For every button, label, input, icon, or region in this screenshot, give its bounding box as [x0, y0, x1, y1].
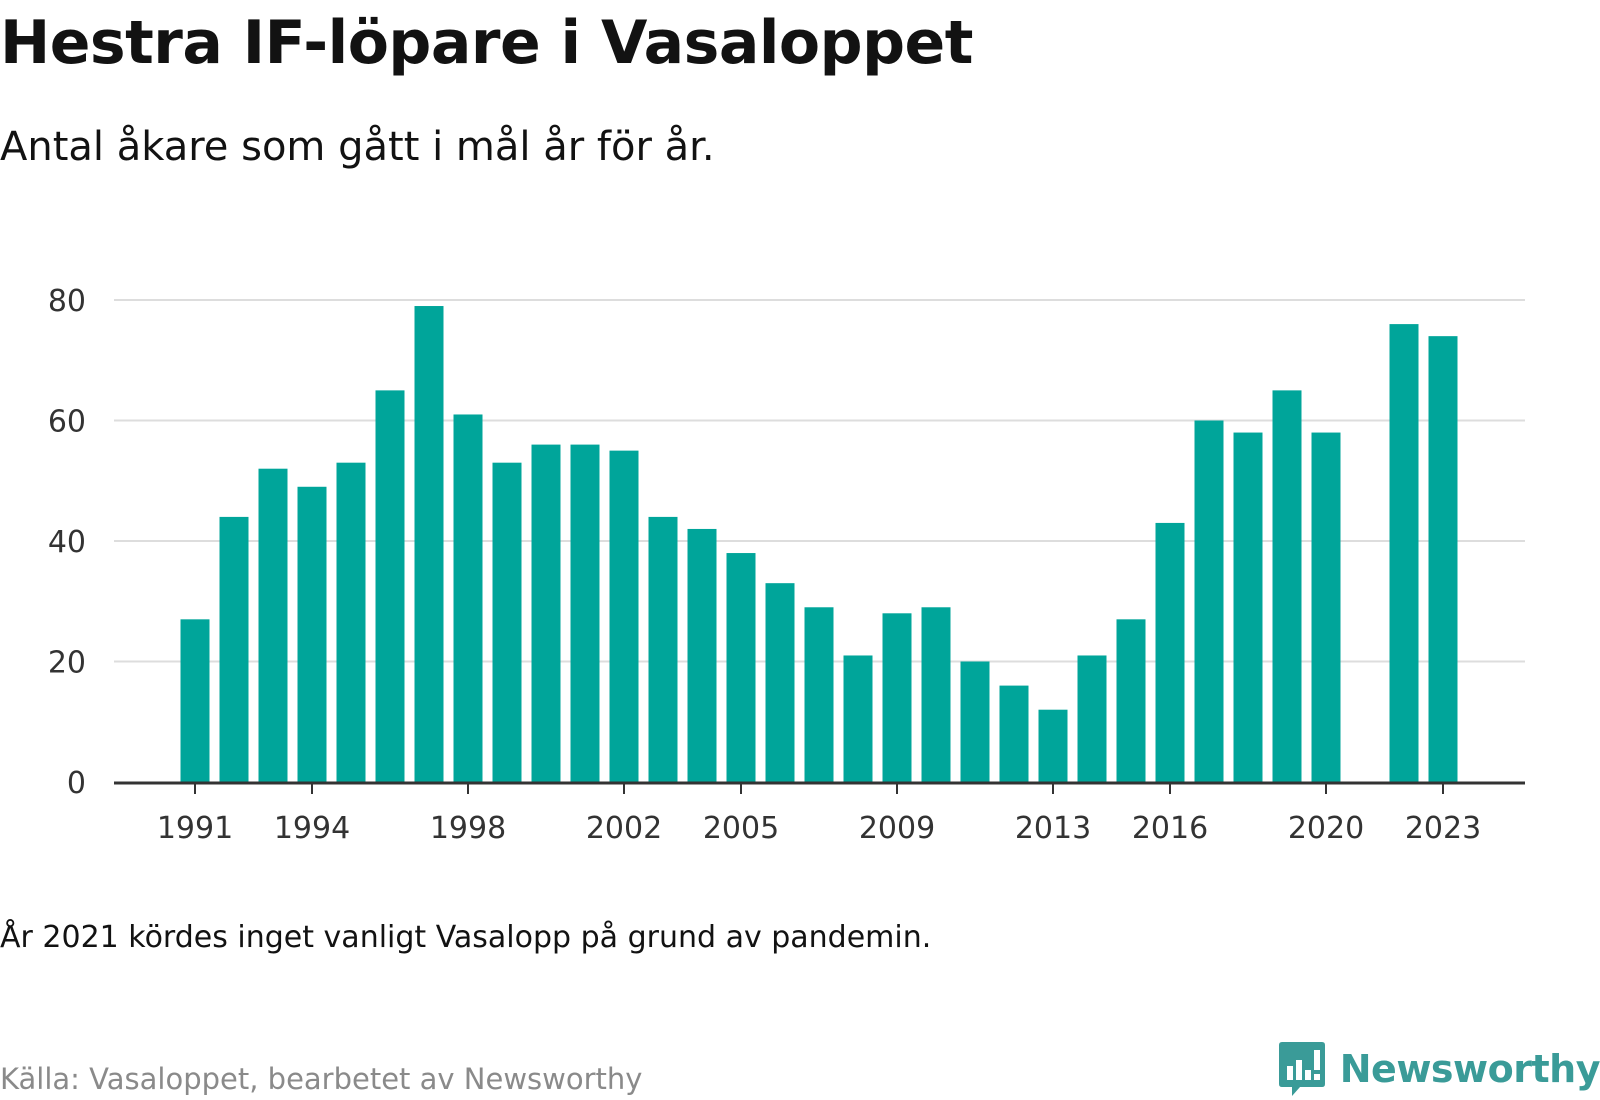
bar-2013 — [1038, 709, 1068, 782]
x-tick-label: 2013 — [1015, 811, 1091, 846]
chart-title: Hestra IF-löpare i Vasaloppet — [0, 8, 973, 78]
bars — [180, 306, 1458, 782]
bar-1997 — [414, 306, 444, 782]
bar-2014 — [1077, 655, 1107, 782]
bar-2005 — [726, 553, 756, 782]
bar-2006 — [765, 583, 795, 782]
bar-1996 — [375, 390, 405, 782]
bar-2017 — [1194, 420, 1224, 782]
bar-2007 — [804, 607, 834, 782]
bar-2002 — [609, 450, 639, 782]
bar-2020 — [1311, 432, 1341, 782]
bar-2023 — [1428, 336, 1458, 782]
y-tick-label: 20 — [48, 646, 86, 681]
source-credit: Källa: Vasaloppet, bearbetet av Newswort… — [0, 1062, 643, 1096]
bar-2004 — [687, 528, 717, 782]
chart-note: År 2021 kördes inget vanligt Vasalopp på… — [0, 920, 932, 955]
bar-2001 — [570, 444, 600, 782]
bar-1999 — [492, 462, 522, 782]
bar-2009 — [882, 613, 912, 782]
chart-subtitle: Antal åkare som gått i mål år för år. — [0, 124, 715, 170]
x-tick-label: 2016 — [1132, 811, 1208, 846]
bar-1994 — [297, 486, 327, 782]
bar-1992 — [219, 516, 249, 782]
bar-1993 — [258, 468, 288, 782]
x-tick-label: 2023 — [1405, 811, 1481, 846]
x-tick-label: 2005 — [703, 811, 779, 846]
bar-1998 — [453, 414, 483, 782]
newsworthy-logo-icon — [1278, 1042, 1325, 1096]
bar-1995 — [336, 462, 366, 782]
x-tick-label: 2020 — [1288, 811, 1364, 846]
bar-2015 — [1116, 619, 1146, 782]
y-tick-label: 80 — [48, 284, 86, 319]
bar-2000 — [531, 444, 561, 782]
y-tick-label: 60 — [48, 405, 86, 440]
bar-2011 — [960, 661, 990, 782]
bar-2018 — [1233, 432, 1263, 782]
x-tick-label: 2009 — [859, 811, 935, 846]
bar-2022 — [1389, 324, 1419, 782]
x-tick-label: 1998 — [430, 811, 506, 846]
bar-2008 — [843, 655, 873, 782]
brand-name: Newsworthy — [1339, 1047, 1600, 1091]
y-tick-label: 0 — [67, 766, 86, 801]
brand-logo[interactable]: Newsworthy — [1278, 1040, 1600, 1098]
bar-1991 — [180, 619, 210, 782]
bar-2019 — [1272, 390, 1302, 782]
x-tick-label: 1994 — [274, 811, 350, 846]
x-tick-label: 1991 — [157, 811, 233, 846]
x-tick-label: 2002 — [586, 811, 662, 846]
bar-chart: 0 20 40 60 80 1991 1994 1998 2002 2005 2009 2013 201… — [48, 284, 1525, 846]
bar-2016 — [1155, 522, 1185, 782]
axes: 0 20 40 60 80 1991 1994 1998 2002 2005 2009 2013 201… — [48, 284, 1525, 846]
bar-2010 — [921, 607, 951, 782]
y-tick-label: 40 — [48, 525, 86, 560]
bar-2003 — [648, 516, 678, 782]
bar-2012 — [999, 685, 1029, 782]
